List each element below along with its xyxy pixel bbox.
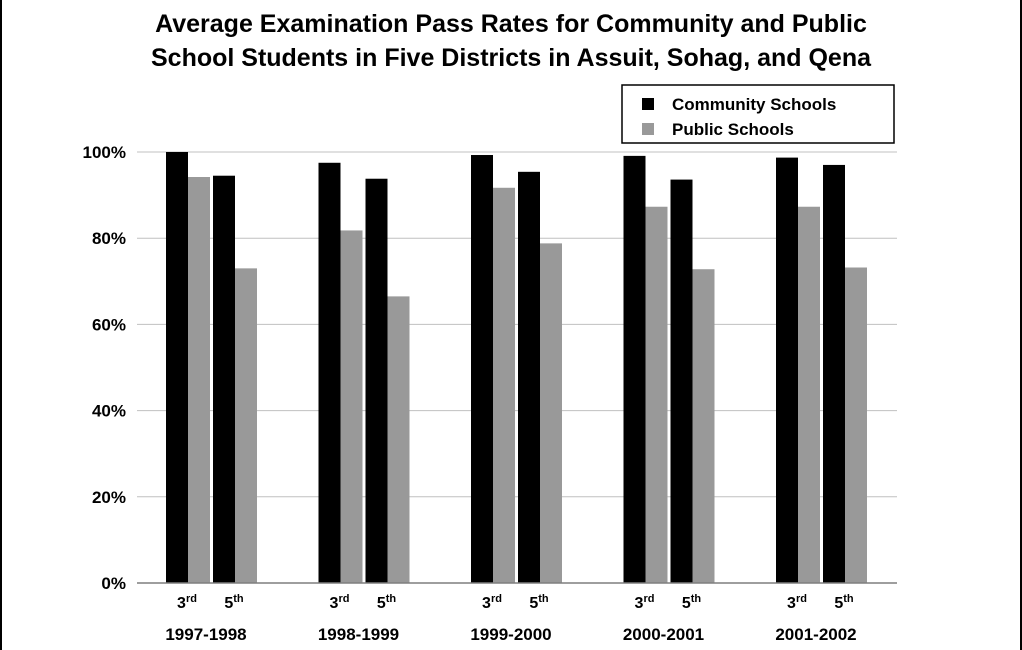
group-label: 1999-2000: [470, 625, 551, 644]
chart-title-line-1: Average Examination Pass Rates for Commu…: [155, 10, 867, 38]
y-tick-label: 60%: [92, 315, 126, 334]
grade-label: 5th: [529, 593, 549, 612]
chart-title-line-2: School Students in Five Districts in Ass…: [150, 44, 872, 72]
public-bar: [540, 243, 562, 583]
axes: 0% 20% 40% 60% 80% 100% 3rd 5th 1997-1998 3rd 5th 1…: [83, 143, 897, 644]
community-bar: [318, 162, 341, 583]
grade-label: 3rd: [635, 593, 655, 612]
public-bar: [387, 296, 410, 583]
community-bar: [518, 171, 540, 584]
y-tick-label: 80%: [92, 229, 126, 248]
y-tick-label: 20%: [92, 488, 126, 507]
y-tick-label: 0%: [101, 574, 126, 593]
grade-label: 5th: [682, 593, 702, 612]
public-bar: [845, 267, 867, 583]
grade-label: 5th: [834, 593, 854, 612]
bars: [166, 152, 867, 584]
grade-label: 5th: [224, 593, 244, 612]
public-bar: [493, 187, 515, 583]
grade-label: 3rd: [330, 593, 350, 612]
y-tick-label: 40%: [92, 402, 126, 421]
community-bar: [166, 152, 188, 583]
community-bar: [823, 164, 845, 583]
legend-swatch: [642, 123, 654, 135]
grade-label: 5th: [377, 593, 397, 612]
grade-label: 3rd: [787, 593, 807, 612]
community-bar: [365, 178, 388, 584]
grade-label: 3rd: [177, 593, 197, 612]
gridlines: [137, 151, 897, 498]
group-label: 1998-1999: [318, 625, 399, 644]
public-bar: [645, 206, 668, 583]
community-bar: [670, 179, 693, 584]
public-bar: [188, 176, 210, 584]
grade-label: 3rd: [482, 593, 502, 612]
legend-swatch: [642, 98, 654, 110]
group-label: 2000-2001: [623, 625, 704, 644]
legend-label: Community Schools: [672, 95, 836, 114]
group-label: 2001-2002: [775, 625, 856, 644]
community-bar: [776, 157, 798, 583]
community-bar: [471, 155, 493, 583]
legend-label: Public Schools: [672, 120, 794, 139]
community-bar: [623, 155, 646, 583]
public-bar: [798, 206, 820, 583]
legend: Community Schools Public Schools: [621, 84, 895, 144]
public-bar: [235, 268, 257, 583]
community-bar: [213, 175, 235, 583]
public-bar: [340, 230, 363, 583]
public-bar: [692, 269, 715, 583]
y-tick-label: 100%: [83, 143, 126, 162]
group-label: 1997-1998: [165, 625, 246, 644]
legend-box: [621, 84, 895, 144]
